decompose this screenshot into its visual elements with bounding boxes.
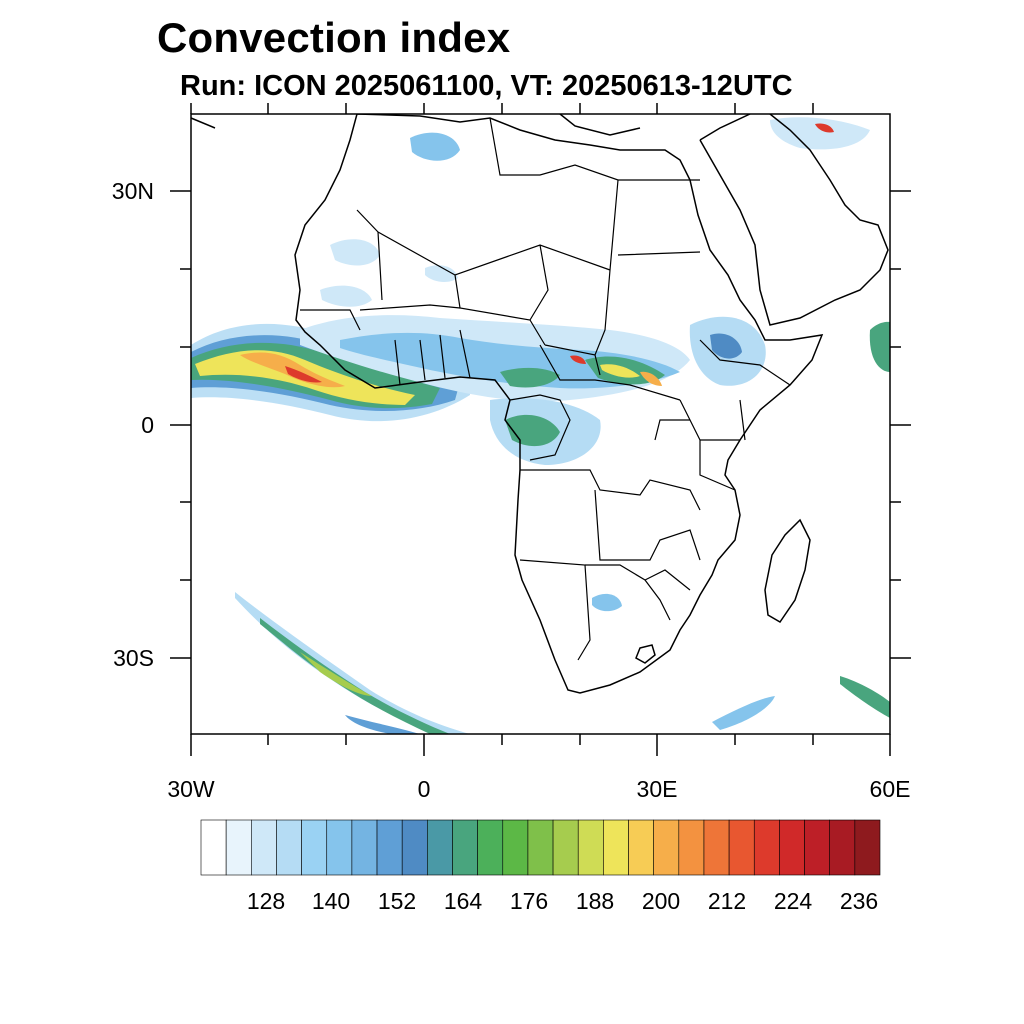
colorbar-swatch	[502, 819, 529, 876]
y-axis-label-0: 0	[141, 412, 154, 438]
sahel-convection-blue	[340, 332, 680, 389]
colorbar-swatch	[276, 819, 302, 876]
colorbar-label-212: 212	[707, 888, 747, 914]
africa-coastline	[294, 114, 824, 694]
europe-coastline	[191, 114, 751, 141]
colorbar-swatch	[427, 819, 453, 876]
colorbar-swatch	[225, 819, 252, 876]
colorbar-swatch	[401, 819, 428, 876]
southern-front-light	[235, 592, 470, 734]
sahara-convection-1	[330, 239, 380, 266]
map-subtitle: Run: ICON 2025061100, VT: 20250613-12UTC	[180, 70, 793, 102]
border-lines-east	[654, 339, 791, 491]
border-lines-north	[356, 117, 701, 356]
sahara-convection-2	[320, 285, 372, 307]
colorbar-swatch	[628, 819, 654, 876]
indian-ocean-convection	[869, 321, 890, 372]
southern-africa-convection	[592, 593, 622, 612]
colorbar-label-224: 224	[773, 888, 813, 914]
colorbar-swatch	[753, 819, 780, 876]
colorbar-swatch	[477, 819, 504, 876]
colorbar-swatch	[804, 819, 831, 876]
colorbar-label-200: 200	[641, 888, 681, 914]
colorbar-swatch	[728, 819, 755, 876]
colorbar-swatch	[301, 819, 328, 876]
y-axis-label-30s: 30S	[113, 645, 154, 671]
southern-front-blue	[345, 715, 420, 734]
colorbar-label-152: 152	[377, 888, 417, 914]
s-indian-blob	[712, 696, 775, 730]
colorbar-swatch	[251, 819, 277, 876]
colorbar-swatch	[829, 819, 856, 876]
colorbar-swatch	[452, 819, 478, 876]
colorbar	[200, 819, 881, 876]
colorbar-label-176: 176	[509, 888, 549, 914]
x-axis-label-30e: 30E	[636, 776, 678, 802]
y-axis-label-30n: 30N	[111, 178, 154, 204]
x-axis-label-60e: 60E	[869, 776, 911, 802]
lesotho-border	[635, 644, 656, 664]
sahara-convection-3	[410, 132, 460, 161]
colorbar-swatch	[678, 819, 705, 876]
colorbar-swatch	[552, 819, 579, 876]
colorbar-swatch	[351, 819, 378, 876]
arabia-coastline	[699, 114, 889, 326]
coastlines	[191, 114, 889, 694]
colorbar-label-140: 140	[311, 888, 351, 914]
colorbar-swatch	[703, 819, 730, 876]
colorbar-swatch	[326, 819, 353, 876]
mideast-convection	[770, 117, 870, 150]
se-indian-front	[840, 676, 890, 718]
colorbar-swatch	[200, 819, 227, 876]
colorbar-swatch	[653, 819, 680, 876]
axis-ticks	[170, 103, 911, 756]
country-borders	[300, 117, 791, 661]
madagascar-coastline	[764, 518, 811, 624]
colorbar-label-164: 164	[443, 888, 483, 914]
sahel-convection-orange	[640, 371, 662, 386]
plot-frame	[190, 113, 891, 735]
colorbar-swatch	[376, 819, 403, 876]
x-axis-label-0: 0	[417, 776, 431, 802]
sahel-convection-red	[570, 355, 586, 364]
sahel-convection-yellow	[600, 364, 640, 378]
ethiopia-convection-green	[710, 333, 742, 359]
colorbar-label-188: 188	[575, 888, 615, 914]
colorbar-swatch	[527, 819, 554, 876]
itcz-band-red	[285, 366, 322, 383]
x-axis-label-30w: 30W	[167, 776, 215, 802]
colorbar-swatch	[779, 819, 805, 876]
border-lines-south	[519, 469, 701, 661]
convection-field	[191, 117, 890, 734]
colorbar-swatch	[577, 819, 604, 876]
map-title: Convection index	[157, 14, 511, 61]
sahel-convection-green	[500, 367, 560, 388]
sahara-convection-4	[425, 265, 458, 282]
colorbar-label-236: 236	[839, 888, 879, 914]
colorbar-label-128: 128	[246, 888, 286, 914]
colorbar-swatch	[854, 819, 881, 876]
border-lines-central	[300, 304, 681, 461]
colorbar-swatch	[603, 819, 629, 876]
mideast-convection-red	[815, 123, 834, 133]
